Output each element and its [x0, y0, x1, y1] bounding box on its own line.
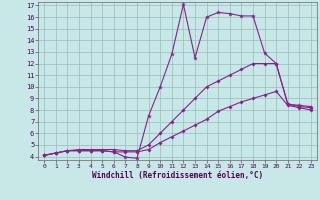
- X-axis label: Windchill (Refroidissement éolien,°C): Windchill (Refroidissement éolien,°C): [92, 171, 263, 180]
